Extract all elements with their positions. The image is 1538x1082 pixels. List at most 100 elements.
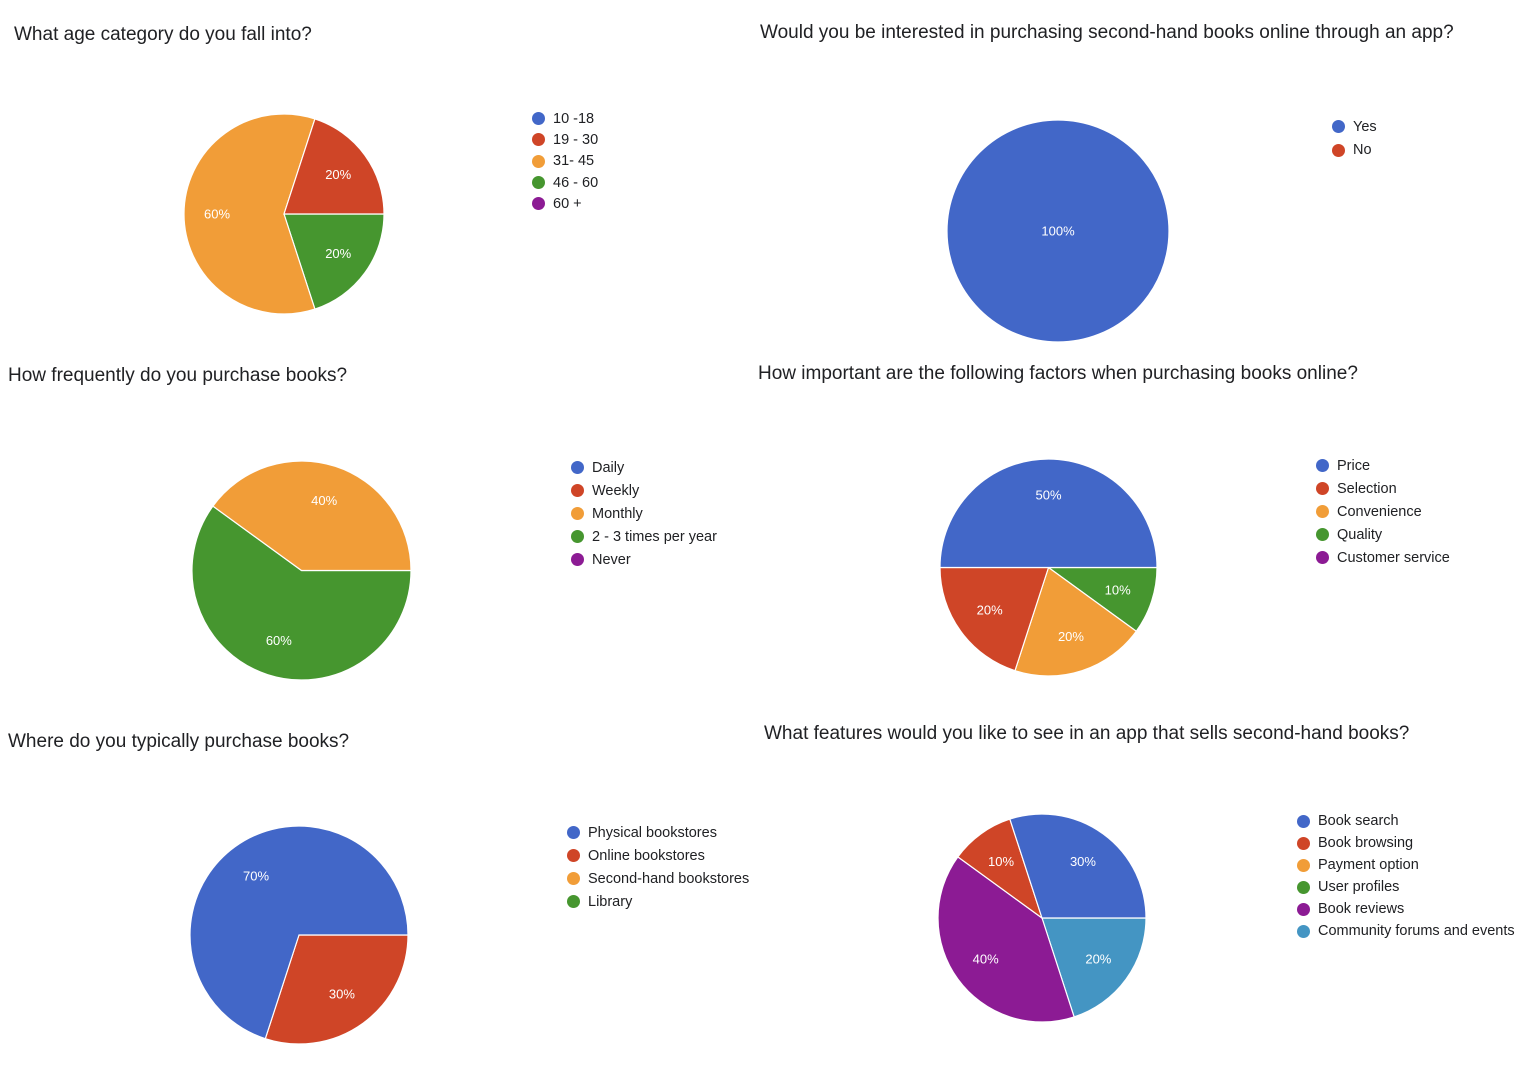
slice-label-physical-bookstores: 70% — [243, 868, 269, 883]
legend-item-yes[interactable]: Yes — [1332, 115, 1377, 139]
legend-swatch — [1316, 482, 1329, 495]
legend-item-payment-option[interactable]: Payment option — [1297, 854, 1515, 876]
legend-swatch — [567, 895, 580, 908]
legend-swatch — [1316, 505, 1329, 518]
legend-label: Online bookstores — [588, 847, 705, 864]
legend-label: User profiles — [1318, 879, 1400, 895]
legend-item-quality[interactable]: Quality — [1316, 523, 1450, 546]
legend-swatch — [532, 176, 545, 190]
legend-swatch — [1297, 836, 1310, 850]
legend-label: Quality — [1337, 526, 1383, 543]
pie-chart-interest: 100% — [946, 119, 1170, 343]
slice-label-2-3-times-per-year: 60% — [266, 633, 292, 648]
legend-item-second-hand-bookstores[interactable]: Second-hand bookstores — [567, 867, 749, 890]
legend-item-user-profiles[interactable]: User profiles — [1297, 876, 1515, 898]
legend-label: Book search — [1318, 813, 1399, 829]
pie-slice-19-30 — [283, 118, 385, 215]
chart-title: What age category do you fall into? — [14, 24, 312, 45]
legend-swatch — [532, 112, 545, 126]
chart-legend: Daily Weekly Monthly 2 - 3 times per year Ne… — [571, 456, 717, 571]
legend-item-monthly[interactable]: Monthly — [571, 502, 717, 525]
chart-title: What features would you like to see in a… — [764, 723, 1410, 744]
legend-swatch — [567, 872, 580, 885]
legend-item-community-forums-and-events[interactable]: Community forums and events — [1297, 920, 1515, 942]
legend-item-library[interactable]: Library — [567, 890, 749, 913]
slice-label-price: 50% — [1035, 487, 1061, 502]
slice-label-selection: 20% — [977, 603, 1003, 618]
legend-item-price[interactable]: Price — [1316, 454, 1450, 477]
legend-item-daily[interactable]: Daily — [571, 456, 717, 479]
legend-item-46-60[interactable]: 46 - 60 — [532, 172, 598, 193]
slice-label-quality: 10% — [1105, 582, 1131, 597]
legend-swatch — [1297, 902, 1310, 916]
legend-label: 46 - 60 — [553, 174, 599, 191]
chart-title: How important are the following factors … — [758, 363, 1358, 384]
legend-item-60[interactable]: 60 + — [532, 193, 598, 214]
pie-slice-physical-bookstores — [189, 825, 409, 1040]
legend-label: Never — [592, 551, 631, 568]
legend-item-31-45[interactable]: 31- 45 — [532, 151, 598, 172]
legend-item-book-browsing[interactable]: Book browsing — [1297, 832, 1515, 854]
chart-title: Where do you typically purchase books? — [8, 731, 350, 752]
legend-item-10-18[interactable]: 10 -18 — [532, 108, 598, 129]
pie-slice-2-3-times-per-year — [191, 505, 412, 681]
pie-slice-yes — [946, 119, 1170, 343]
legend-item-19-30[interactable]: 19 - 30 — [532, 129, 598, 150]
chart-legend: 10 -18 19 - 30 31- 45 46 - 60 60 + — [532, 108, 598, 214]
pie-chart-frequency: 60% 40% — [191, 460, 412, 681]
legend-swatch — [532, 154, 545, 168]
legend-label: Weekly — [592, 482, 640, 499]
pie-slice-convenience — [1014, 566, 1138, 677]
legend-item-book-search[interactable]: Book search — [1297, 810, 1515, 832]
pie-slice-price — [939, 458, 1158, 569]
legend-item-selection[interactable]: Selection — [1316, 477, 1450, 500]
legend-swatch — [571, 461, 584, 474]
legend-label: 10 -18 — [553, 110, 595, 127]
chart-title: How frequently do you purchase books? — [8, 365, 348, 386]
legend-swatch — [532, 133, 545, 147]
legend-item-customer-service[interactable]: Customer service — [1316, 546, 1450, 569]
chart-legend: Price Selection Convenience Quality Customer… — [1316, 454, 1450, 569]
legend-item-book-reviews[interactable]: Book reviews — [1297, 898, 1515, 920]
pie-chart-where: 30% 70% — [189, 825, 409, 1045]
legend-item-weekly[interactable]: Weekly — [571, 479, 717, 502]
legend-item-online-bookstores[interactable]: Online bookstores — [567, 844, 749, 867]
slice-label-19-30: 20% — [325, 167, 351, 182]
legend-swatch — [571, 507, 584, 520]
legend-swatch — [1297, 880, 1310, 894]
pie-slice-monthly — [212, 460, 412, 572]
pie-slice-31-45 — [183, 113, 316, 315]
legend-swatch — [567, 826, 580, 839]
legend-item-convenience[interactable]: Convenience — [1316, 500, 1450, 523]
legend-label: Library — [588, 893, 633, 910]
pie-chart-features: 20% 40% 10% 30% — [937, 813, 1147, 1023]
legend-swatch — [1297, 924, 1310, 938]
slice-label-book-browsing: 10% — [988, 854, 1014, 869]
pie-slice-community-forums-and-events — [1041, 917, 1147, 1018]
legend-label: Book reviews — [1318, 901, 1405, 917]
legend-swatch — [567, 849, 580, 862]
legend-item-physical-bookstores[interactable]: Physical bookstores — [567, 821, 749, 844]
legend-label: 60 + — [553, 195, 582, 212]
legend-swatch — [1316, 459, 1329, 472]
legend-label: No — [1353, 142, 1372, 159]
legend-swatch — [571, 553, 584, 566]
pie-slice-46-60 — [283, 213, 385, 310]
legend-label: 31- 45 — [553, 153, 595, 170]
pie-slice-online-bookstores — [264, 934, 409, 1045]
slice-label-convenience: 20% — [1058, 629, 1084, 644]
slice-label-31-45: 60% — [204, 207, 230, 222]
legend-label: Physical bookstores — [588, 824, 717, 841]
legend-item-never[interactable]: Never — [571, 548, 717, 571]
legend-label: Second-hand bookstores — [588, 870, 750, 887]
legend-item-no[interactable]: No — [1332, 139, 1377, 163]
chart-title: Would you be interested in purchasing se… — [760, 22, 1454, 43]
chart-legend: Book search Book browsing Payment option Us… — [1297, 810, 1515, 942]
legend-label: 19 - 30 — [553, 131, 599, 148]
legend-swatch — [1297, 858, 1310, 872]
legend-label: Monthly — [592, 505, 643, 522]
pie-chart-factors: 10% 20% 20% 50% — [939, 458, 1158, 677]
pie-slice-book-reviews — [937, 856, 1075, 1023]
legend-item-2-3-times-per-year[interactable]: 2 - 3 times per year — [571, 525, 717, 548]
legend-swatch — [1332, 120, 1345, 134]
